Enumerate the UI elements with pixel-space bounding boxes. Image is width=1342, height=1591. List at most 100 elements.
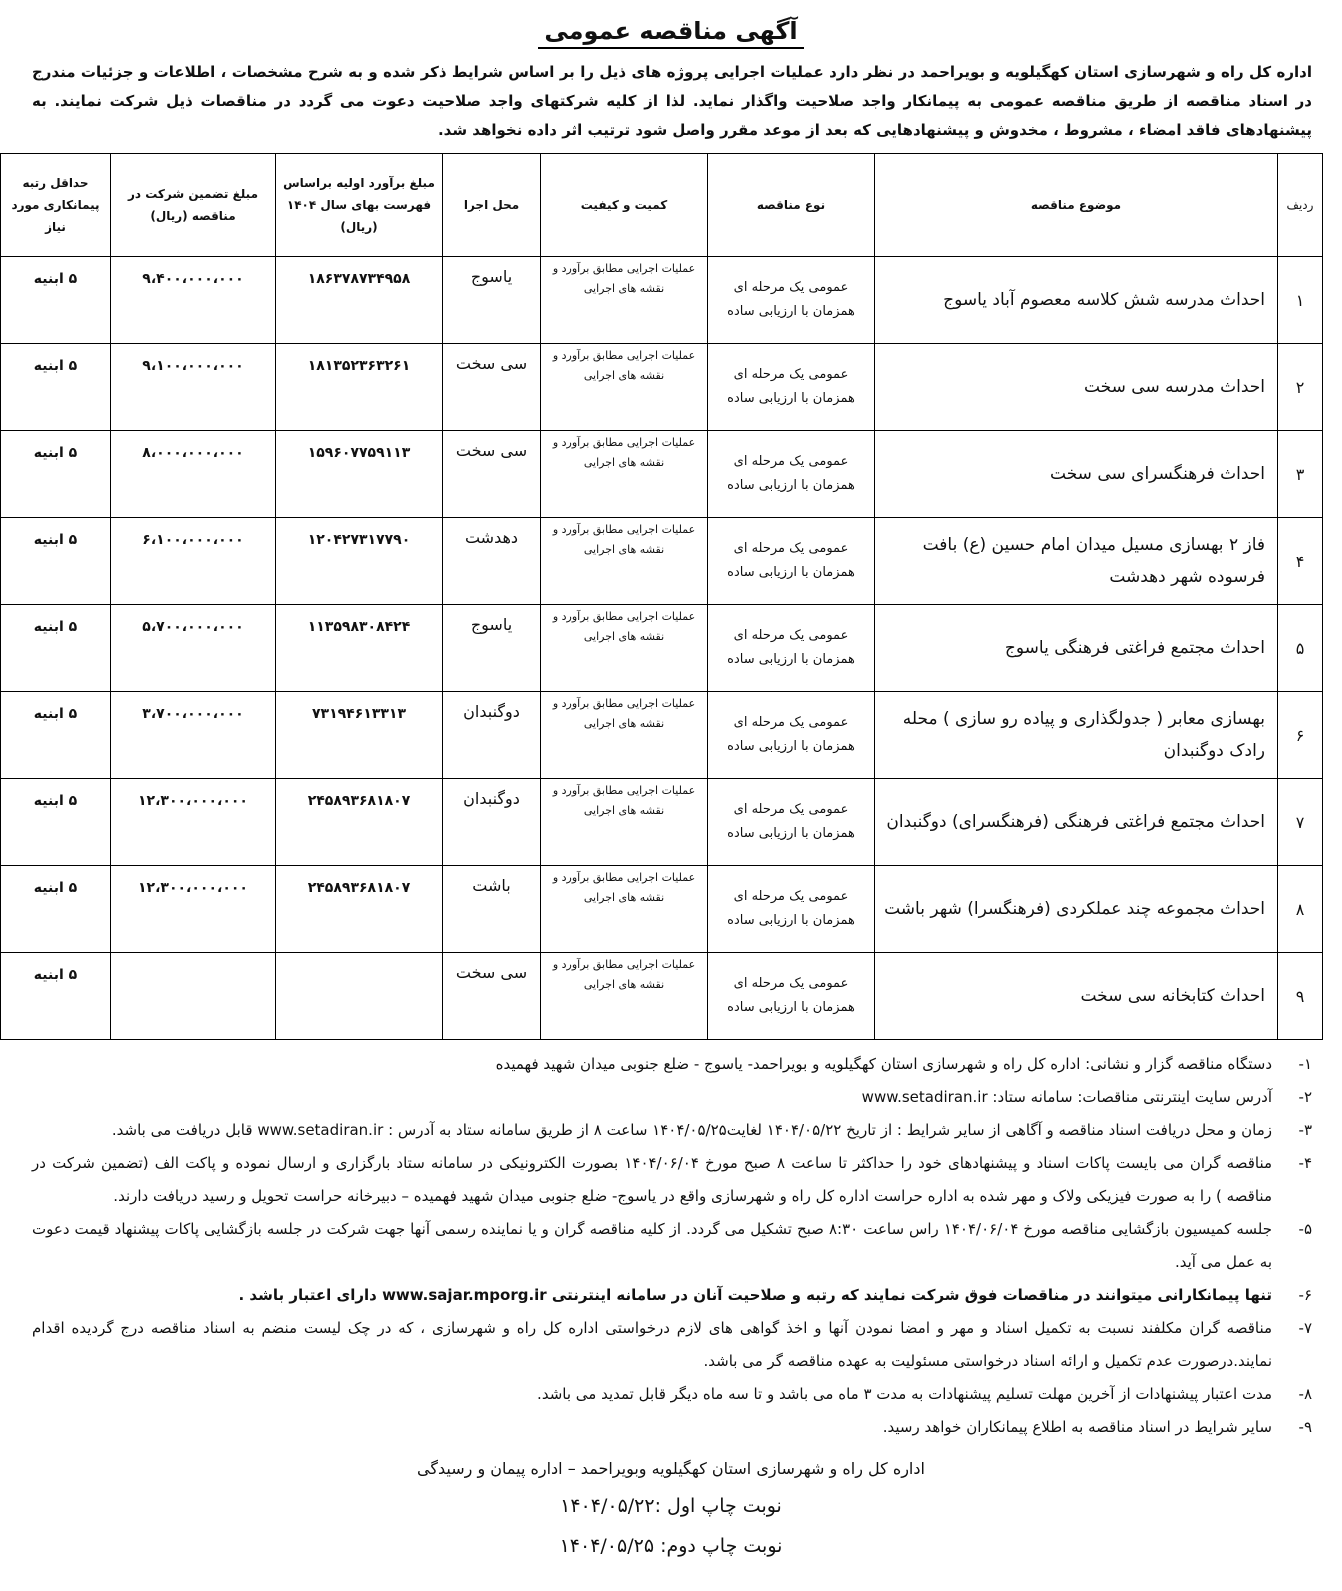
subject-cell: احداث مدرسه شش کلاسه معصوم آباد یاسوج	[874, 256, 1278, 344]
column-header: ردیف	[1277, 153, 1323, 257]
guarantee-cell: ۶،۱۰۰،۰۰۰،۰۰۰	[110, 517, 276, 605]
note-item: ۵- جلسه کمیسیون بازگشایی مناقصه مورخ ۱۴۰۴…	[32, 1213, 1312, 1279]
rank-cell: ۵ ابنیه	[0, 691, 111, 779]
note-number: ۶-	[1298, 1286, 1312, 1304]
note-text: مدت اعتبار پیشنهادات از آخرین مهلت تسلیم…	[537, 1385, 1272, 1403]
note-number: ۵-	[1298, 1220, 1312, 1238]
subject-cell: احداث مدرسه سی سخت	[874, 343, 1278, 431]
location-cell: سی سخت	[442, 343, 541, 431]
note-item: ۹- سایر شرایط در اسناد مناقصه به اطلاع پی…	[32, 1411, 1312, 1444]
notes-list: ۱- دستگاه مناقصه گزار و نشانی: اداره کل ر…	[32, 1048, 1312, 1444]
note-text: آدرس سایت اینترنتی مناقصات: سامانه ستاد:…	[861, 1088, 1272, 1106]
rank-cell: ۵ ابنیه	[0, 865, 111, 953]
table-row: ۲ احداث مدرسه سی سخت عمومی یک مرحله ای همز…	[0, 343, 1323, 431]
guarantee-cell: ۳،۷۰۰،۰۰۰،۰۰۰	[110, 691, 276, 779]
estimate-cell: ۲۴۵۸۹۳۶۸۱۸۰۷	[275, 865, 443, 953]
table-row: ۵ احداث مجتمع فراغتی فرهنگی یاسوج عمومی یک…	[0, 604, 1323, 692]
location-cell: یاسوج	[442, 604, 541, 692]
subject-cell: فاز ۲ بهسازی مسیل میدان امام حسین (ع) با…	[874, 517, 1278, 605]
column-header: کمیت و کیفیت	[540, 153, 708, 257]
rank-cell: ۵ ابنیه	[0, 517, 111, 605]
note-number: ۷-	[1298, 1319, 1312, 1337]
issuer-signature: اداره کل راه و شهرسازی استان کهگیلویه وب…	[417, 1459, 925, 1478]
note-item: ۸- مدت اعتبار پیشنهادات از آخرین مهلت تسل…	[32, 1378, 1312, 1411]
subject-cell: احداث مجتمع فراغتی فرهنگی (فرهنگسرای) دو…	[874, 778, 1278, 866]
row-number: ۵	[1277, 604, 1323, 692]
note-text: زمان و محل دریافت اسناد مناقصه و آگاهی ا…	[111, 1121, 1272, 1139]
note-number: ۱-	[1298, 1055, 1312, 1073]
rank-cell: ۵ ابنیه	[0, 343, 111, 431]
estimate-cell: ۱۸۶۳۷۸۷۳۴۹۵۸	[275, 256, 443, 344]
note-number: ۸-	[1298, 1385, 1312, 1403]
tender-type-cell: عمومی یک مرحله ای همزمان با ارزیابی ساده	[707, 256, 875, 344]
page-title: آگهی مناقصه عمومی	[0, 14, 1342, 49]
table-row: ۹ احداث کتابخانه سی سخت عمومی یک مرحله ای …	[0, 952, 1323, 1040]
tender-type-cell: عمومی یک مرحله ای همزمان با ارزیابی ساده	[707, 778, 875, 866]
row-number: ۹	[1277, 952, 1323, 1040]
note-text: سایر شرایط در اسناد مناقصه به اطلاع پیما…	[882, 1418, 1272, 1436]
quantity-quality-cell: عملیات اجرایی مطابق برآورد و نقشه های اج…	[540, 430, 708, 518]
estimate-cell: ۲۴۵۸۹۳۶۸۱۸۰۷	[275, 778, 443, 866]
location-cell: سی سخت	[442, 952, 541, 1040]
tender-type-cell: عمومی یک مرحله ای همزمان با ارزیابی ساده	[707, 343, 875, 431]
location-cell: دوگنبدان	[442, 778, 541, 866]
tender-type-cell: عمومی یک مرحله ای همزمان با ارزیابی ساده	[707, 517, 875, 605]
tender-type-cell: عمومی یک مرحله ای همزمان با ارزیابی ساده	[707, 430, 875, 518]
tender-table: ردیف موضوع مناقصه نوع مناقصه کمیت و کیفیت مح…	[0, 153, 1323, 1040]
note-number: ۴-	[1298, 1154, 1312, 1172]
quantity-quality-cell: عملیات اجرایی مطابق برآورد و نقشه های اج…	[540, 256, 708, 344]
location-cell: باشت	[442, 865, 541, 953]
rank-cell: ۵ ابنیه	[0, 952, 111, 1040]
column-header: موضوع مناقصه	[874, 153, 1278, 257]
guarantee-cell: ۹،۴۰۰،۰۰۰،۰۰۰	[110, 256, 276, 344]
note-item: ۱- دستگاه مناقصه گزار و نشانی: اداره کل ر…	[32, 1048, 1312, 1081]
estimate-cell: ۱۸۱۳۵۲۳۶۳۲۶۱	[275, 343, 443, 431]
guarantee-cell: ۸،۰۰۰،۰۰۰،۰۰۰	[110, 430, 276, 518]
subject-cell: احداث کتابخانه سی سخت	[874, 952, 1278, 1040]
quantity-quality-cell: عملیات اجرایی مطابق برآورد و نقشه های اج…	[540, 865, 708, 953]
subject-cell: احداث مجتمع فراغتی فرهنگی یاسوج	[874, 604, 1278, 692]
estimate-cell: ۷۳۱۹۴۶۱۳۳۱۳	[275, 691, 443, 779]
intro-paragraph: اداره کل راه و شهرسازی استان کهگیلویه و …	[32, 63, 1312, 139]
location-cell: دوگنبدان	[442, 691, 541, 779]
estimate-cell	[275, 952, 443, 1040]
note-number: ۲-	[1298, 1088, 1312, 1106]
tender-type-cell: عمومی یک مرحله ای همزمان با ارزیابی ساده	[707, 952, 875, 1040]
table-header-row: ردیف موضوع مناقصه نوع مناقصه کمیت و کیفیت مح…	[0, 153, 1323, 257]
rank-cell: ۵ ابنیه	[0, 604, 111, 692]
table-row: ۱ احداث مدرسه شش کلاسه معصوم آباد یاسوج عم…	[0, 256, 1323, 344]
row-number: ۶	[1277, 691, 1323, 779]
location-cell: دهدشت	[442, 517, 541, 605]
note-text: جلسه کمیسیون بازگشایی مناقصه مورخ ۱۴۰۴/۰…	[32, 1220, 1273, 1271]
estimate-cell: ۱۵۹۶۰۷۷۵۹۱۱۳	[275, 430, 443, 518]
guarantee-cell: ۱۲،۳۰۰،۰۰۰،۰۰۰	[110, 865, 276, 953]
row-number: ۲	[1277, 343, 1323, 431]
quantity-quality-cell: عملیات اجرایی مطابق برآورد و نقشه های اج…	[540, 604, 708, 692]
tender-type-cell: عمومی یک مرحله ای همزمان با ارزیابی ساده	[707, 865, 875, 953]
rank-cell: ۵ ابنیه	[0, 430, 111, 518]
location-cell: سی سخت	[442, 430, 541, 518]
tender-type-cell: عمومی یک مرحله ای همزمان با ارزیابی ساده	[707, 691, 875, 779]
column-header: حداقل رتبه پیمانکاری مورد نیاز	[0, 153, 111, 257]
table-row: ۷ احداث مجتمع فراغتی فرهنگی (فرهنگسرای) د…	[0, 778, 1323, 866]
column-header: مبلغ تضمین شرکت در مناقصه (ریال)	[110, 153, 276, 257]
column-header: مبلغ برآورد اولیه براساس فهرست بهای سال …	[275, 153, 443, 257]
note-text: مناقصه گران مکلفند نسبت به تکمیل اسناد و…	[32, 1319, 1272, 1370]
note-text: تنها پیمانکارانی میتوانند در مناقصات فوق…	[238, 1286, 1272, 1304]
table-row: ۶ بهسازی معابر ( جدولگذاری و پیاده رو ساز…	[0, 691, 1323, 779]
note-number: ۹-	[1298, 1418, 1312, 1436]
estimate-cell: ۱۲۰۴۲۷۳۱۷۷۹۰	[275, 517, 443, 605]
row-number: ۴	[1277, 517, 1323, 605]
note-number: ۳-	[1298, 1121, 1312, 1139]
quantity-quality-cell: عملیات اجرایی مطابق برآورد و نقشه های اج…	[540, 343, 708, 431]
quantity-quality-cell: عملیات اجرایی مطابق برآورد و نقشه های اج…	[540, 778, 708, 866]
note-item: ۴- مناقصه گران می بایست پاکات اسناد و پیش…	[32, 1147, 1312, 1213]
note-item: ۶- تنها پیمانکارانی میتوانند در مناقصات ف…	[32, 1279, 1312, 1312]
location-cell: یاسوج	[442, 256, 541, 344]
second-print-date: نوبت چاپ دوم: ۱۴۰۴/۰۵/۲۵	[559, 1535, 783, 1557]
note-text: دستگاه مناقصه گزار و نشانی: اداره کل راه…	[495, 1055, 1272, 1073]
column-header: محل اجرا	[442, 153, 541, 257]
note-item: ۲- آدرس سایت اینترنتی مناقصات: سامانه ستا…	[32, 1081, 1312, 1114]
note-item: ۷- مناقصه گران مکلفند نسبت به تکمیل اسناد…	[32, 1312, 1312, 1378]
note-text: مناقصه گران می بایست پاکات اسناد و پیشنه…	[32, 1154, 1273, 1205]
